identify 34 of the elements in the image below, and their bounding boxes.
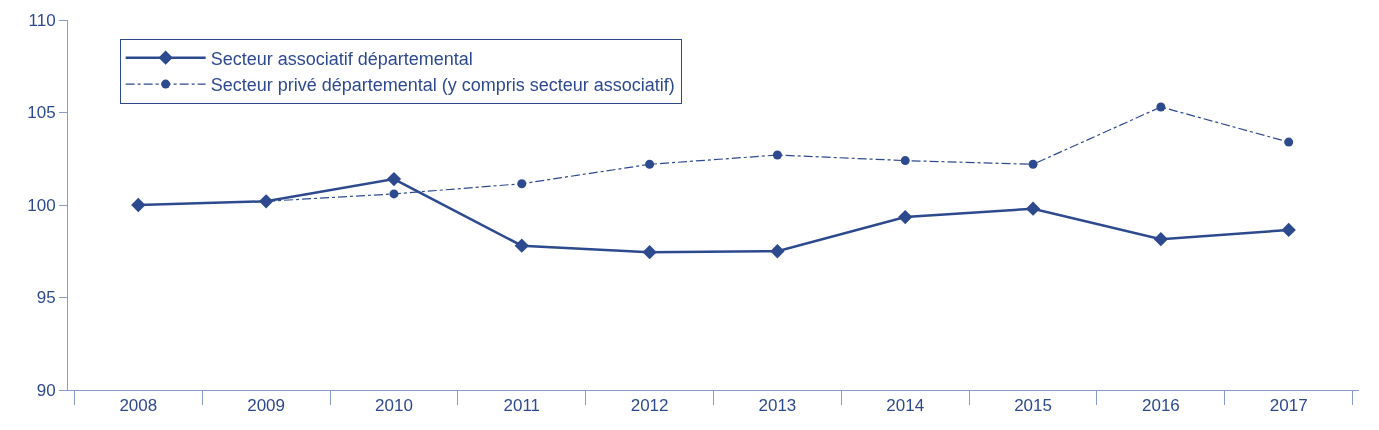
point: [1284, 137, 1294, 147]
point: [900, 156, 910, 166]
point: [1281, 222, 1296, 238]
point: [1025, 201, 1041, 216]
point: [389, 189, 399, 199]
x-tick-label: 2011: [503, 396, 541, 416]
y-tick-label: 110: [28, 10, 56, 30]
y-tick-label: 105: [27, 103, 56, 123]
x-tick-label: 2009: [247, 396, 286, 416]
point: [386, 171, 402, 187]
point: [1028, 159, 1038, 169]
point: [642, 245, 657, 260]
x-tick-label: 2014: [886, 396, 925, 416]
y-tick-label: 100: [27, 195, 56, 215]
legend-label: Secteur associatif départemental: [210, 48, 473, 69]
point: [770, 244, 785, 259]
x-tick-label: 2016: [1141, 396, 1180, 416]
x-tick-label: 2010: [375, 396, 413, 416]
point: [131, 197, 146, 213]
point: [517, 179, 527, 189]
point: [898, 209, 913, 225]
x-tick-label: 2012: [630, 396, 669, 416]
x-tick-label: 2013: [758, 396, 797, 416]
x-tick-label: 2008: [119, 396, 158, 416]
legend-label: Secteur privé départemental (y compris secteur associatif): [210, 75, 675, 96]
x-tick-label: 2017: [1269, 396, 1308, 416]
x-tick-label: 2015: [1014, 396, 1052, 416]
point: [1156, 102, 1166, 112]
y-tick-label: 95: [36, 288, 56, 308]
point: [1153, 232, 1169, 247]
point: [514, 238, 529, 253]
point: [772, 150, 782, 160]
point: [645, 159, 655, 169]
y-tick-label: 90: [36, 380, 56, 400]
